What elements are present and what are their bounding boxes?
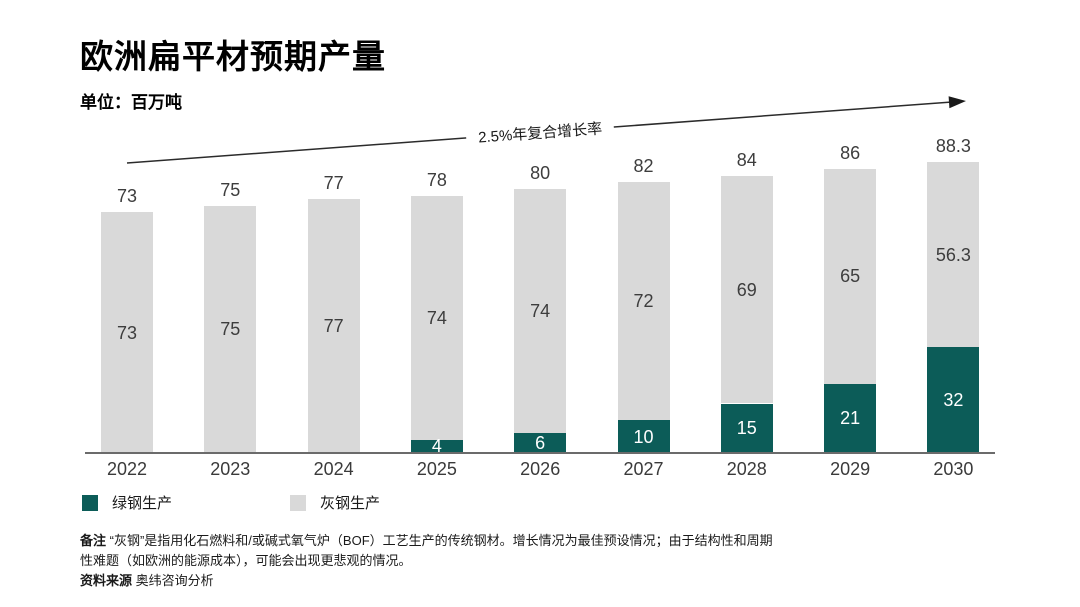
year-label: 2028: [726, 459, 767, 479]
green-value-label: 10: [633, 426, 654, 447]
year-label: 2025: [416, 459, 457, 479]
legend-item-green-steel: 绿钢生产: [82, 492, 172, 513]
year-label: 2023: [210, 459, 251, 479]
gray-value-label: 73: [116, 322, 138, 343]
source-line: 资料来源 奥纬咨询分析: [80, 571, 780, 591]
total-value-label: 86: [840, 143, 861, 164]
year-label: 2030: [933, 459, 974, 479]
gray-value-label: 74: [530, 301, 551, 322]
bar-segment-gray: [411, 195, 463, 440]
legend-swatch-gray: [290, 494, 306, 511]
bar-segment-green: [411, 439, 463, 453]
total-value-label: 80: [530, 163, 551, 183]
note-label: 备注: [80, 533, 107, 548]
total-value-label: 78: [426, 169, 447, 190]
total-value-label: 82: [633, 156, 654, 177]
total-value-label: 88.3: [935, 135, 971, 156]
bar-segment-gray: [618, 182, 670, 420]
green-value-label: 4: [431, 436, 442, 457]
year-label: 2024: [313, 459, 354, 479]
bar-segment-gray: [824, 169, 876, 384]
green-value-label: 15: [736, 418, 757, 439]
total-value-label: 73: [116, 186, 138, 207]
legend-swatch-green: [82, 494, 98, 511]
bar-segment-gray: [101, 212, 153, 453]
bar-segment-green: [721, 403, 773, 453]
bar-segment-gray: [721, 175, 773, 404]
gray-value-label: 69: [736, 279, 757, 300]
bar-segment-gray: [308, 198, 360, 453]
total-value-label: 77: [323, 172, 344, 193]
gray-value-label: 75: [220, 319, 241, 340]
year-label: 2029: [830, 459, 871, 479]
note-line: 备注 “灰钢”是指用化石燃料和/或碱式氧气炉（BOF）工艺生产的传统钢材。增长情…: [80, 531, 780, 571]
bar-segment-green: [824, 383, 876, 453]
source-text: 奥纬咨询分析: [135, 573, 214, 588]
legend-label-gray: 灰钢生产: [320, 495, 381, 512]
gray-value-label: 65: [840, 266, 861, 287]
bar-segment-green: [618, 420, 670, 453]
note-text: “灰钢”是指用化石燃料和/或碱式氧气炉（BOF）工艺生产的传统钢材。增长情况为最…: [80, 533, 773, 568]
year-label: 2022: [106, 459, 148, 479]
bar-segment-green: [927, 347, 979, 453]
legend-item-gray-steel: 灰钢生产: [290, 492, 380, 513]
source-label: 资料来源: [80, 573, 133, 588]
gray-value-label: 56.3: [935, 244, 971, 265]
gray-value-label: 77: [323, 315, 344, 336]
gray-value-label: 74: [426, 307, 447, 328]
total-value-label: 84: [736, 149, 757, 170]
total-value-label: 75: [220, 179, 241, 200]
chart-title: 欧洲扁平材预期产量: [80, 38, 386, 75]
green-value-label: 6: [535, 433, 546, 454]
green-value-label: 32: [943, 390, 964, 411]
green-value-label: 21: [840, 408, 861, 429]
year-label: 2027: [623, 459, 664, 479]
bar-segment-gray: [204, 205, 256, 453]
bar-segment-green: [514, 433, 566, 453]
gray-value-label: 72: [633, 291, 654, 312]
x-axis-line: [85, 452, 995, 454]
footnote: 备注 “灰钢”是指用化石燃料和/或碱式氧气炉（BOF）工艺生产的传统钢材。增长情…: [80, 531, 780, 591]
bar-segment-gray: [514, 189, 566, 434]
legend-label-green: 绿钢生产: [112, 495, 173, 512]
year-label: 2026: [520, 459, 561, 479]
bar-segment-gray: [927, 161, 979, 348]
